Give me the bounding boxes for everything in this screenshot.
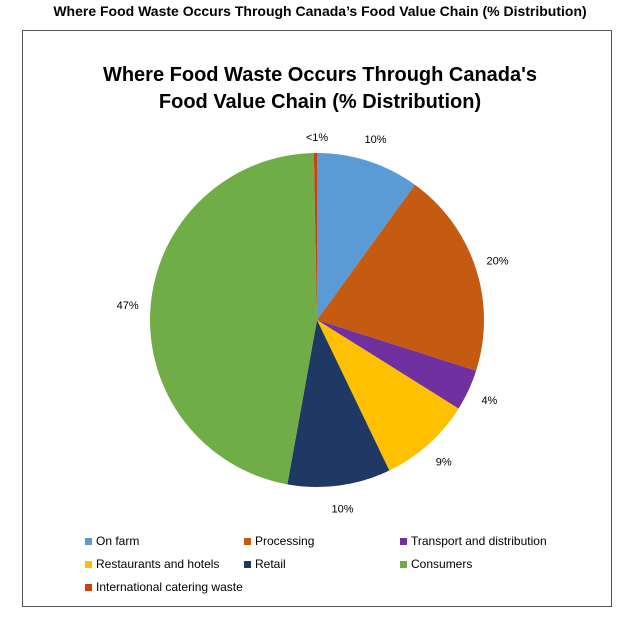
legend-swatch: [400, 537, 407, 545]
legend-swatch: [244, 560, 251, 568]
pie-slice-on-farm: [317, 153, 415, 320]
legend-item: Restaurants and hotels: [85, 557, 219, 571]
chart-title-line-2: Food Value Chain (% Distribution): [158, 91, 482, 113]
legend-item: Consumers: [400, 557, 472, 571]
pie-slice-processing: [317, 184, 485, 371]
legend-swatch: [85, 560, 92, 568]
legend-label: Processing: [255, 534, 315, 548]
pie-slice-restaurants-and-hotels: [317, 320, 459, 471]
legend-item: Transport and distribution: [400, 534, 547, 548]
data-label: <1%: [306, 132, 329, 144]
legend-swatch: [85, 537, 92, 545]
legend-item: On farm: [85, 534, 139, 548]
pie-slice-transport-and-distribution: [317, 320, 477, 409]
legend-item: Processing: [244, 534, 314, 548]
pie-slice-international-catering-waste: [313, 153, 317, 320]
legend-item: Retail: [244, 557, 286, 571]
legend-label: Restaurants and hotels: [96, 557, 220, 571]
data-label: 9%: [436, 457, 452, 469]
data-label: 20%: [486, 256, 508, 268]
data-label: 47%: [117, 300, 139, 312]
data-label: 10%: [365, 134, 387, 146]
legend-item: International catering waste: [85, 580, 243, 594]
chart-frame: [22, 30, 612, 607]
pie-slice-retail: [287, 320, 390, 487]
legend-swatch: [244, 537, 251, 545]
legend-label: Consumers: [411, 557, 473, 571]
legend-label: Retail: [255, 557, 286, 571]
legend-swatch: [400, 560, 407, 568]
legend-label: Transport and distribution: [411, 534, 547, 548]
legend-label: On farm: [96, 534, 140, 548]
data-label: 10%: [331, 503, 353, 515]
pie-slice-consumers: [150, 153, 317, 485]
data-label: 4%: [481, 395, 497, 407]
legend-label: International catering waste: [96, 580, 243, 594]
page-title: Where Food Waste Occurs Through Canada’s…: [53, 3, 587, 19]
legend-swatch: [85, 583, 92, 591]
chart-title-line-1: Where Food Waste Occurs Through Canada's: [102, 64, 538, 86]
chart-title: Where Food Waste Occurs Through Canada's…: [0, 62, 640, 116]
